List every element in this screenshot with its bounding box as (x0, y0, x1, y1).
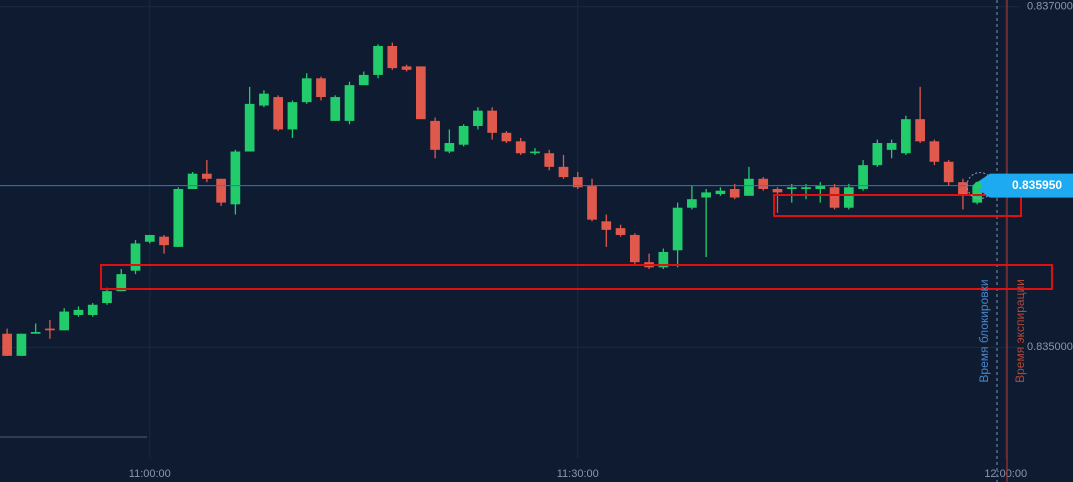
candle-body (87, 304, 98, 315)
candle-body (601, 221, 612, 230)
candle-body (173, 188, 184, 247)
candle-body (144, 234, 155, 242)
x-tick-label: 12:00:00 (984, 468, 1027, 480)
candle-body (572, 177, 583, 188)
candle-body (886, 143, 897, 150)
candle-body (872, 143, 883, 166)
candle-body (230, 151, 241, 205)
candle-body (216, 178, 226, 203)
candle-body (530, 151, 540, 154)
candle-body (487, 110, 498, 133)
candle-body (2, 333, 12, 356)
candle-body (901, 119, 911, 154)
candle-body (316, 78, 326, 98)
candle-body (858, 165, 868, 189)
candle-body (202, 173, 212, 179)
candle-body (629, 234, 640, 263)
candle-body (358, 74, 369, 86)
expiration-label: Время экспирации (1013, 279, 1027, 383)
candle-body (159, 236, 169, 246)
candle-body (30, 332, 41, 334)
candle-body (558, 166, 569, 178)
candle-body (444, 143, 455, 152)
candle-body (130, 243, 141, 271)
candle-body (829, 187, 840, 208)
candle-body (501, 132, 512, 142)
candle-body (658, 251, 669, 268)
candle-body (458, 125, 469, 145)
candle-body (373, 45, 383, 75)
y-tick-label: 0.835000 (1027, 341, 1073, 353)
current-price-dot (974, 181, 982, 190)
lock-time-label: Время блокировки (977, 279, 991, 382)
candle-body (786, 187, 797, 189)
candle-body (815, 185, 826, 189)
y-tick-label: 0.837000 (1027, 1, 1073, 13)
candle-body (615, 228, 626, 235)
x-tick-label: 11:00:00 (129, 468, 171, 480)
candle-body (330, 97, 341, 121)
candle-body (687, 199, 697, 208)
candle-body (16, 333, 27, 356)
candle-body (958, 182, 968, 195)
candle-body (116, 274, 127, 292)
candle-body (102, 291, 112, 304)
candle-body (929, 141, 940, 162)
candle-body (473, 110, 483, 126)
candle-body (259, 93, 269, 106)
candle-body (415, 66, 426, 120)
candle-body (45, 328, 55, 331)
candle-body (187, 173, 198, 189)
x-tick-label: 11:30:00 (557, 468, 599, 480)
candle-body (843, 187, 854, 208)
candle-body (587, 185, 597, 220)
candle-body (729, 188, 740, 198)
current-price-label: 0.835950 (1012, 178, 1062, 192)
candle-body (401, 66, 412, 70)
candle-body (73, 309, 84, 315)
candle-body (801, 187, 811, 189)
price-tag (972, 173, 1073, 198)
candle-body (344, 85, 355, 121)
candle-body (301, 78, 312, 103)
candle-body (772, 188, 783, 193)
candle-body (715, 190, 726, 195)
candle-body (544, 153, 555, 167)
candle-body (515, 141, 526, 154)
candle-body (244, 103, 255, 152)
candle-body (59, 311, 70, 331)
zone-box (773, 194, 1022, 217)
candle-body (915, 119, 925, 142)
candle-body (943, 161, 954, 183)
candle-body (430, 120, 440, 150)
candle-body (672, 207, 683, 251)
candle-body (273, 97, 284, 130)
candle-body (701, 192, 712, 198)
candle-body (287, 102, 298, 130)
candle-body (744, 178, 754, 196)
candle-body (758, 178, 769, 189)
zone-box (100, 264, 1053, 290)
candle-body (387, 45, 398, 69)
